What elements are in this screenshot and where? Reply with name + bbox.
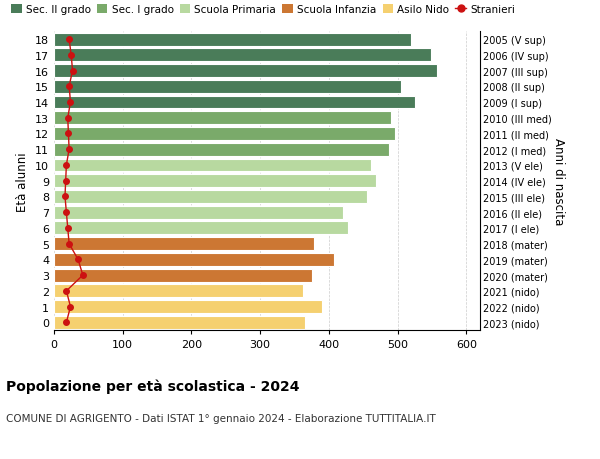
Bar: [54, 96, 415, 109]
Bar: [54, 316, 305, 329]
Bar: [54, 112, 391, 125]
Bar: [54, 34, 411, 46]
Legend: Sec. II grado, Sec. I grado, Scuola Primaria, Scuola Infanzia, Asilo Nido, Stran: Sec. II grado, Sec. I grado, Scuola Prim…: [11, 5, 515, 15]
Bar: [54, 190, 367, 203]
Y-axis label: Età alunni: Età alunni: [16, 151, 29, 211]
Bar: [54, 81, 401, 94]
Bar: [54, 175, 376, 188]
Bar: [54, 144, 389, 157]
Text: Popolazione per età scolastica - 2024: Popolazione per età scolastica - 2024: [6, 379, 299, 393]
Bar: [54, 301, 322, 313]
Bar: [54, 128, 395, 140]
Y-axis label: Anni di nascita: Anni di nascita: [553, 138, 565, 225]
Bar: [54, 222, 348, 235]
Bar: [54, 253, 334, 266]
Bar: [54, 159, 371, 172]
Bar: [54, 238, 314, 251]
Text: COMUNE DI AGRIGENTO - Dati ISTAT 1° gennaio 2024 - Elaborazione TUTTITALIA.IT: COMUNE DI AGRIGENTO - Dati ISTAT 1° genn…: [6, 413, 436, 423]
Bar: [54, 285, 303, 297]
Bar: [54, 269, 311, 282]
Bar: [54, 65, 437, 78]
Bar: [54, 206, 343, 219]
Bar: [54, 49, 431, 62]
